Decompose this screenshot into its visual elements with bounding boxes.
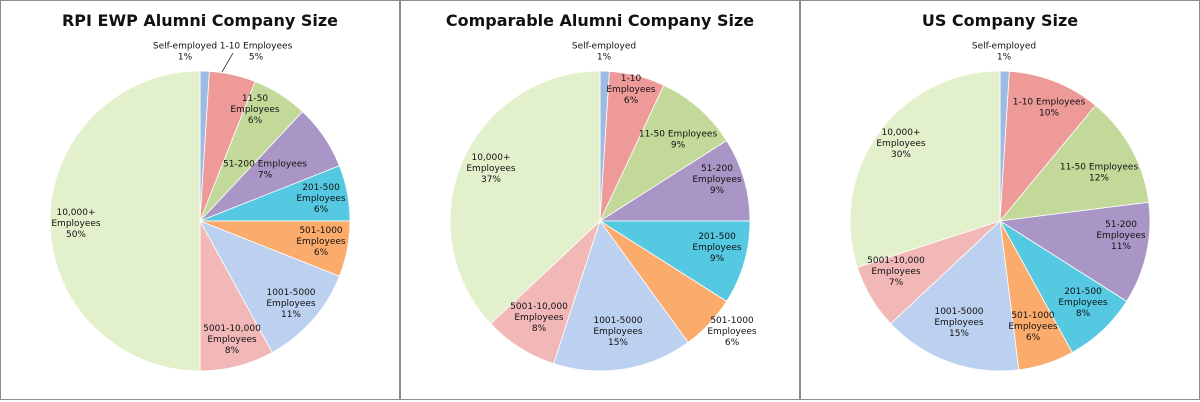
chart-title: RPI EWP Alumni Company Size xyxy=(61,11,339,30)
pie-slice xyxy=(890,220,1020,372)
data-label: 10,000+ Employees 30% xyxy=(876,128,926,160)
pie-slice xyxy=(553,220,689,372)
data-label: 1001-5000 Employees 15% xyxy=(593,316,643,348)
data-label: 11-50 Employees 6% xyxy=(230,94,280,126)
data-label: 201-500 Employees 8% xyxy=(1058,287,1108,319)
chart-title: Comparable Alumni Company Size xyxy=(445,11,755,30)
data-label: 10,000+ Employees 37% xyxy=(466,153,516,185)
data-label: 501-1000 Employees 6% xyxy=(1008,311,1058,343)
data-label: 51-200 Employees 9% xyxy=(692,164,742,196)
leader-line xyxy=(221,52,234,73)
pie-slice xyxy=(598,140,751,222)
pie-chart-rpi-ewp: Self-employed 1%1-10 Employees 5% 11-50 Empl… xyxy=(49,42,351,372)
chart-panel-rpi-ewp: RPI EWP Alumni Company Size Self-employe… xyxy=(0,0,400,400)
pie-slice xyxy=(598,220,751,302)
chart-panel-comparable: Comparable Alumni Company Size Self-empl… xyxy=(400,0,800,400)
data-label: 501-1000 Employees 6% xyxy=(296,226,346,258)
data-label: 5001-10,000 Employees 7% xyxy=(867,256,925,288)
chart-panel-us: US Company Size Self-employed 1% 1-10 Empl… xyxy=(800,0,1200,400)
data-label: 10,000+ Employees 50% xyxy=(51,208,101,240)
pie-slice xyxy=(998,201,1151,302)
pie-slice xyxy=(49,70,201,372)
data-label: 1-10 Employees 6% xyxy=(606,74,656,106)
data-label: Self-employed 1% xyxy=(572,42,636,63)
pie-slice xyxy=(199,220,340,353)
data-label: 201-500 Employees 6% xyxy=(296,183,346,215)
data-label: 1001-5000 Employees 11% xyxy=(266,288,316,320)
data-label: 501-1000 Employees 6% xyxy=(707,316,757,348)
data-label: 51-200 Employees 7% xyxy=(223,160,307,181)
data-label: Self-employed 1% xyxy=(972,42,1036,63)
data-label: Self-employed 1% xyxy=(153,42,217,63)
data-label: 1-10 Employees 5% xyxy=(220,42,293,63)
data-label: 5001-10,000 Employees 8% xyxy=(203,324,261,356)
data-label: 51-200 Employees 11% xyxy=(1096,220,1146,252)
data-label: 1001-5000 Employees 15% xyxy=(934,307,984,339)
data-label: 11-50 Employees 9% xyxy=(639,130,718,151)
data-label: 1-10 Employees 10% xyxy=(1013,98,1086,119)
pie-slice xyxy=(599,84,728,223)
data-label: 5001-10,000 Employees 8% xyxy=(510,302,568,334)
data-label: 201-500 Employees 9% xyxy=(692,232,742,264)
pie-slice xyxy=(999,104,1150,222)
pie-slice xyxy=(849,70,1001,268)
chart-title: US Company Size xyxy=(921,11,1079,30)
data-label: 11-50 Employees 12% xyxy=(1060,163,1139,184)
pie-chart-us: Self-employed 1% 1-10 Employees 10% 11-50 Em… xyxy=(849,42,1151,372)
pie-slice xyxy=(999,70,1097,223)
pie-chart-comparable: Self-employed 1% 1-10 Employees 6% 11-50 Empl… xyxy=(449,42,757,372)
pie-slice xyxy=(449,70,601,325)
